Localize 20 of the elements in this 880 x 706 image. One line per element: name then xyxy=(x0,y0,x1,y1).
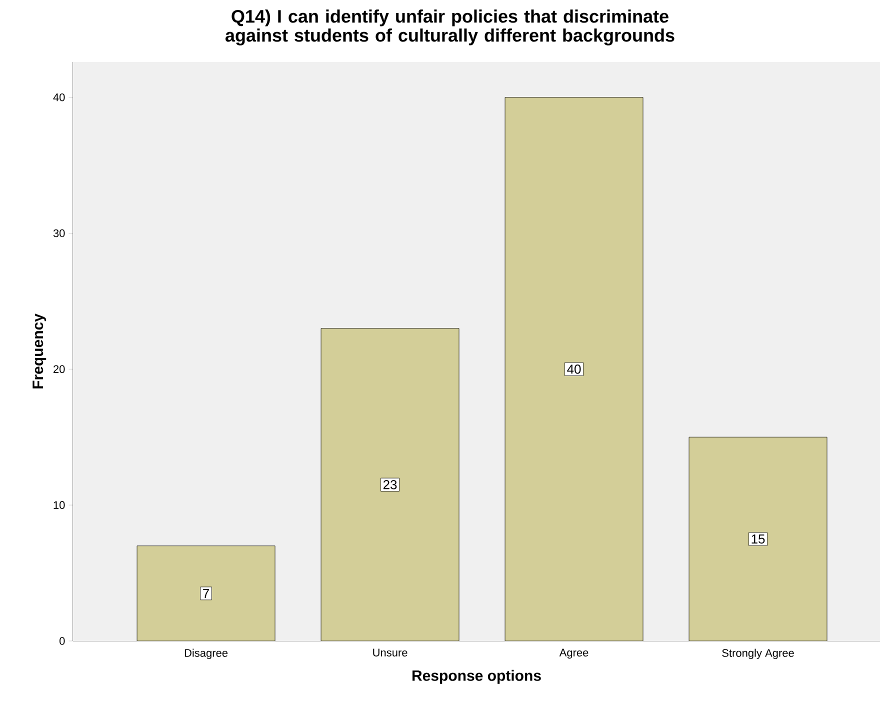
x-tick-label: Disagree xyxy=(184,648,228,660)
data-label: 40 xyxy=(567,364,581,374)
y-tick-label: 40 xyxy=(53,93,65,102)
x-tick-label: Agree xyxy=(559,648,588,659)
y-tick-label: 0 xyxy=(60,637,65,645)
y-tick-label: 30 xyxy=(53,229,65,238)
bar xyxy=(321,328,460,641)
chart-title: Q14) I can identify unfair policies that discriminate against students of culturally different backgrounds xyxy=(226,10,674,46)
data-label: 23 xyxy=(383,480,397,490)
x-axis-title: Response options xyxy=(412,670,541,684)
x-tick-label: Strongly Agree xyxy=(722,648,794,660)
data-label: 7 xyxy=(203,588,209,598)
y-tick-label: 20 xyxy=(54,365,65,374)
bar xyxy=(688,436,828,641)
bar xyxy=(505,97,644,641)
bar xyxy=(137,546,276,641)
y-axis-title: Frequency xyxy=(32,314,46,388)
y-tick-label: 10 xyxy=(54,501,65,509)
data-label: 15 xyxy=(752,534,765,544)
x-tick-label: Unsure xyxy=(373,648,408,656)
